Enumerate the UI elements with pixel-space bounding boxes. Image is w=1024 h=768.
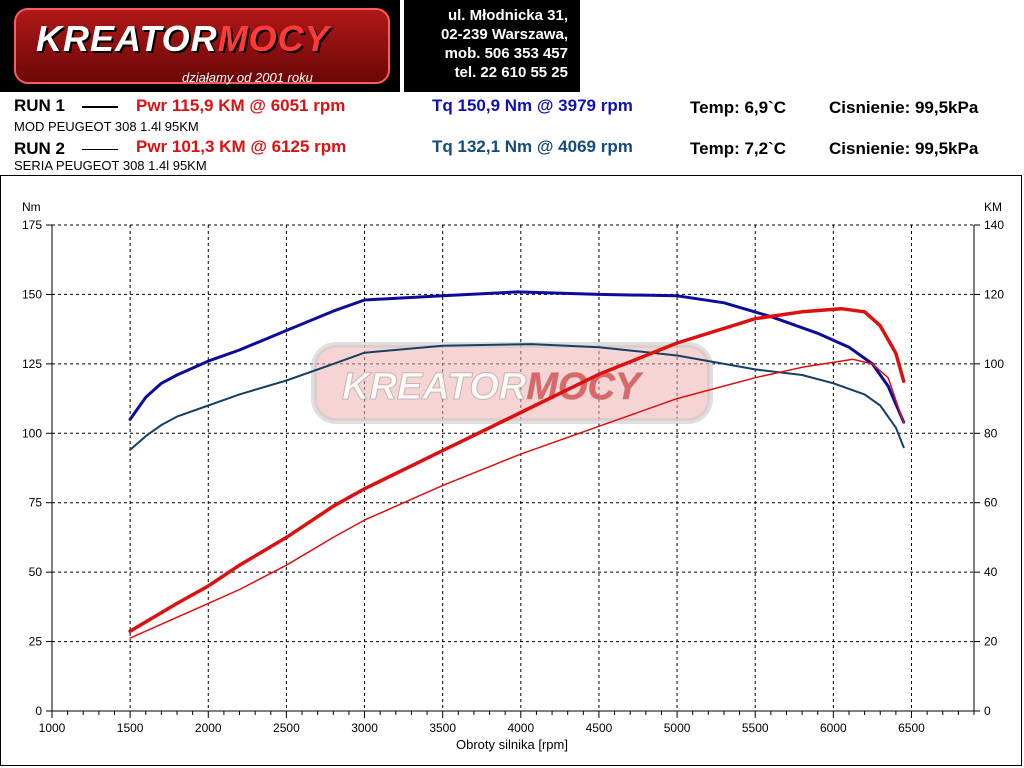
- right-axis-tick-label: 80: [984, 426, 998, 440]
- logo-slogan: działamy od 2001 roku: [182, 70, 313, 85]
- left-axis-tick-label: 175: [22, 218, 42, 232]
- left-axis-tick-label: 125: [22, 357, 42, 371]
- axes: 0 25 50 75 100 125 150 175 0 20 40 60 80 100 120 140 100…: [22, 218, 1004, 735]
- x-axis-tick-label: 4500: [586, 721, 613, 735]
- left-axis-tick-label: 25: [29, 635, 43, 649]
- run2-power: Pwr 101,3 KM @ 6125 rpm: [136, 137, 347, 156]
- logo: KREATORMOCY działamy od 2001 roku: [0, 0, 400, 92]
- left-axis-tick-label: 75: [29, 496, 43, 510]
- address-line: tel. 22 610 55 25: [454, 64, 568, 81]
- address-block: ul. Młodnicka 31, 02-239 Warszawa, mob. …: [404, 0, 580, 92]
- right-axis-unit: KM: [984, 200, 1002, 214]
- x-axis-tick-label: 1000: [39, 721, 66, 735]
- address-line: ul. Młodnicka 31,: [447, 7, 568, 24]
- left-axis-unit: Nm: [22, 200, 41, 214]
- run1-power: Pwr 115,9 KM @ 6051 rpm: [136, 96, 346, 115]
- x-axis-tick-label: 6500: [898, 721, 925, 735]
- dyno-chart: KREATORMOCY 0 25 50 75 100 125 150 175 0 20 40 60 80…: [22, 200, 1004, 752]
- watermark-text-part2: MOCY: [526, 366, 644, 408]
- series-line-4: [129, 358, 905, 639]
- series-line-2: [129, 343, 905, 451]
- run1-pressure: Cisnienie: 99,5kPa: [829, 98, 979, 117]
- address-line: 02-239 Warszawa,: [440, 26, 568, 43]
- left-axis-tick-label: 150: [22, 287, 42, 301]
- logo-banner: [14, 8, 390, 84]
- series-lines: [128, 290, 906, 639]
- left-axis-tick-label: 50: [29, 565, 43, 579]
- right-axis-tick-label: 40: [984, 565, 998, 579]
- logo-text-part2: MOCY: [217, 18, 330, 59]
- right-axis-tick-label: 0: [984, 704, 991, 718]
- run1-torque: Tq 150,9 Nm @ 3979 rpm: [432, 96, 633, 115]
- run1-line-swatch: [82, 106, 118, 108]
- x-axis-title: Obroty silnika [rpm]: [456, 737, 568, 752]
- left-axis-tick-label: 100: [22, 426, 42, 440]
- run1-temp: Temp: 6,9`C: [690, 98, 787, 117]
- series-line-1: [128, 290, 906, 424]
- series-line-3: [128, 306, 906, 633]
- run1-label: RUN 1: [14, 96, 66, 115]
- report-header: KREATORMOCY działamy od 2001 roku ul. Mł…: [0, 0, 1024, 175]
- right-axis-tick-label: 140: [984, 218, 1004, 232]
- watermark-text: KREATORMOCY: [342, 366, 644, 408]
- run2-line-swatch: [82, 149, 118, 150]
- watermark: KREATORMOCY: [311, 342, 713, 424]
- x-axis-tick-label: 4000: [507, 721, 534, 735]
- run2-pressure: Cisnienie: 99,5kPa: [829, 139, 979, 158]
- x-axis-tick-label: 2000: [195, 721, 222, 735]
- x-axis-tick-label: 6000: [820, 721, 847, 735]
- watermark-text-part1: KREATOR: [342, 366, 527, 408]
- run1-description: MOD PEUGEOT 308 1.4l 95KM: [14, 119, 199, 134]
- left-axis-tick-label: 0: [35, 704, 42, 718]
- right-axis-tick-label: 20: [984, 635, 998, 649]
- x-axis-tick-label: 3000: [351, 721, 378, 735]
- logo-text-part1: KREATOR: [36, 18, 218, 59]
- logo-text: KREATORMOCY: [36, 18, 330, 60]
- x-axis-tick-label: 1500: [117, 721, 144, 735]
- run2-temp: Temp: 7,2`C: [690, 139, 787, 158]
- right-axis-tick-label: 60: [984, 496, 998, 510]
- x-axis-tick-label: 2500: [273, 721, 300, 735]
- run2-description: SERIA PEUGEOT 308 1.4l 95KM: [14, 158, 207, 173]
- x-axis-tick-label: 3500: [429, 721, 456, 735]
- right-axis-tick-label: 120: [984, 287, 1004, 301]
- right-axis-tick-label: 100: [984, 357, 1004, 371]
- x-axis-tick-label: 5500: [742, 721, 769, 735]
- run2-label: RUN 2: [14, 139, 66, 158]
- x-axis-tick-label: 5000: [664, 721, 691, 735]
- address-line: mob. 506 353 457: [444, 45, 568, 62]
- grid: [52, 224, 974, 711]
- run2-torque: Tq 132,1 Nm @ 4069 rpm: [432, 137, 633, 156]
